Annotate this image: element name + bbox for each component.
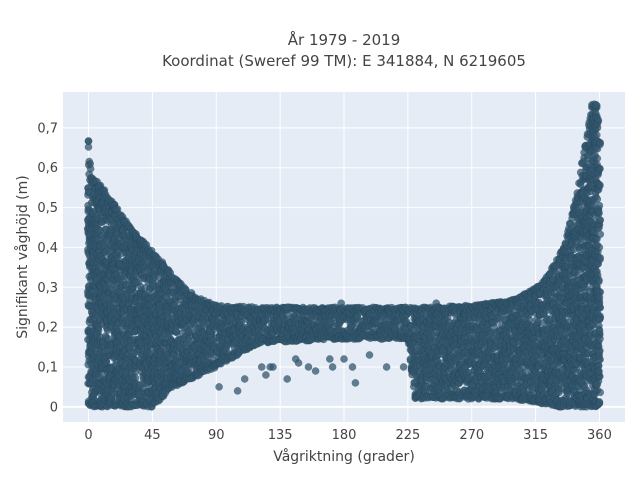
data-point (84, 137, 93, 145)
chart-title: År 1979 - 2019 (288, 30, 401, 49)
chart-subtitle: Koordinat (Sweref 99 TM): E 341884, N 62… (162, 52, 526, 70)
data-points (83, 100, 605, 411)
data-point (86, 159, 95, 168)
